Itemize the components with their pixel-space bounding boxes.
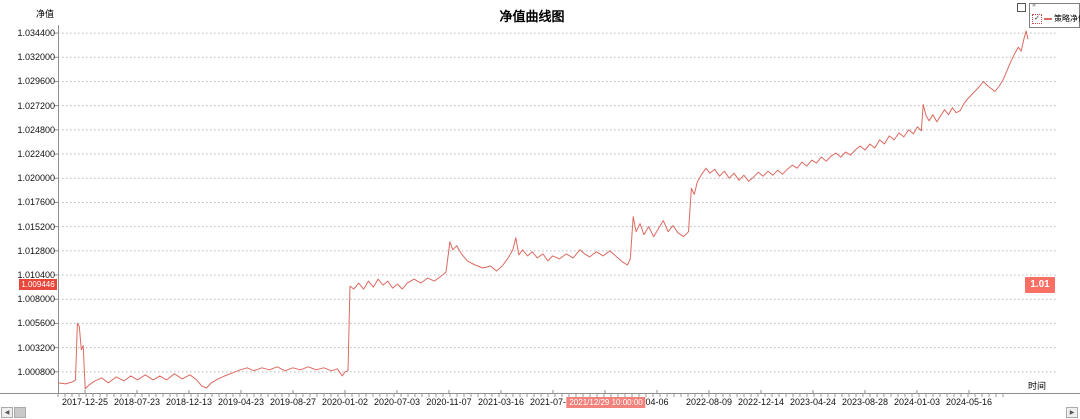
horizontal-scrollbar[interactable]: ◀ ▶ — [0, 406, 1080, 419]
legend-series-label: 策略净值 — [1054, 14, 1080, 23]
y-tick-label: 1.034400 — [17, 28, 55, 39]
x-tick-label: 2024-05-16 — [945, 397, 993, 407]
x-tick-label: 04-06 — [645, 397, 669, 407]
x-tick-label: 2019-08-27 — [269, 397, 317, 407]
x-tick-label: 2024-01-03 — [893, 397, 941, 407]
x-tick-label: 2020-11-07 — [426, 397, 472, 407]
y-tick-label: 1.024800 — [17, 124, 55, 135]
y-tick-label: 1.027200 — [17, 100, 55, 111]
y-tick-label: 1.010400 — [17, 270, 55, 281]
y-tick-label: 1.003200 — [17, 342, 55, 353]
x-axis-title: 时间 — [1028, 381, 1047, 391]
legend-box[interactable]: » ✓ 策略净值 — [1029, 2, 1080, 28]
x-tick-label: 2017-12-25 — [61, 397, 109, 407]
x-tick-label: 2022-12-14 — [737, 397, 785, 407]
x-tick-label: 2018-12-13 — [165, 397, 213, 407]
y-tick-label: 1.022400 — [17, 149, 55, 160]
y-tick-label: 1.015200 — [17, 221, 55, 232]
crosshair-right-value-badge: 1.01 — [1025, 276, 1055, 293]
crosshair-y-value-label: 1.009446 — [19, 279, 57, 291]
y-tick-label: 1.012800 — [17, 245, 55, 256]
x-tick-label: 2020-07-03 — [373, 397, 421, 407]
pin-checkbox-icon[interactable] — [1017, 3, 1026, 12]
y-tick-label: 1.029600 — [17, 76, 55, 87]
scrollbar-thumb[interactable] — [14, 407, 26, 418]
x-tick-label: 2019-04-23 — [217, 397, 265, 407]
y-tick-label: 1.000800 — [17, 366, 55, 377]
chart-title: 净值曲线图 — [499, 9, 565, 24]
scroll-left-button-icon[interactable]: ◀ — [1, 407, 13, 418]
crosshair-x-value-label: 2021/12/29 10:00:00 — [566, 397, 646, 408]
x-tick-label: 2021-07-20 — [529, 397, 577, 407]
x-tick-label: 2020-01-02 — [321, 397, 369, 407]
scroll-right-button-icon[interactable]: ▶ — [1066, 407, 1078, 418]
legend-expand-icon[interactable]: » — [1032, 2, 1037, 9]
x-tick-label: 2018-07-23 — [113, 397, 161, 407]
legend-checkbox-icon[interactable]: ✓ — [1032, 13, 1042, 24]
legend-item[interactable]: ✓ 策略净值 — [1032, 13, 1080, 24]
y-tick-label: 1.020000 — [17, 173, 55, 184]
y-tick-label: 1.005600 — [17, 318, 55, 329]
y-tick-label: 1.008000 — [17, 294, 55, 305]
y-tick-label: 1.032000 — [17, 52, 55, 63]
x-tick-label: 2023-08-28 — [841, 397, 889, 407]
x-tick-label: 2021-03-16 — [477, 397, 525, 407]
x-tick-label: 2022-08-09 — [685, 397, 733, 407]
y-axis-title: 净值 — [36, 9, 55, 19]
y-tick-label: 1.017600 — [17, 197, 55, 208]
x-tick-label: 2023-04-24 — [789, 397, 837, 407]
legend-line-sample-icon — [1044, 17, 1052, 20]
